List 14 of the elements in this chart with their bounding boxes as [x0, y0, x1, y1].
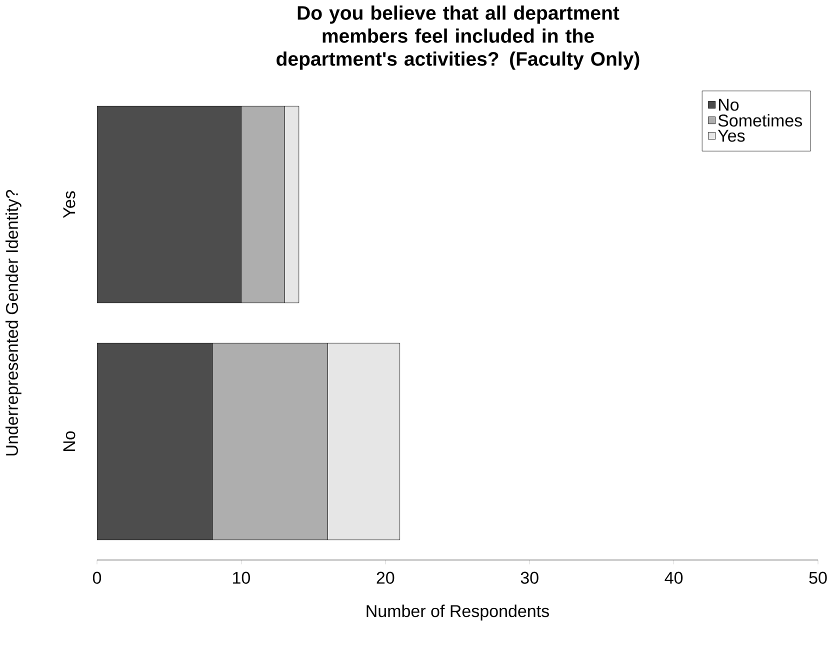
chart-title: Do you believe that all department members feel included in the department's activities? (Faculty Only): [276, 6, 640, 70]
x-axis-title: Number of Respondents: [366, 604, 549, 621]
legend-label: No: [718, 98, 739, 111]
bar: [97, 342, 213, 540]
x-tick-label: 30: [520, 572, 538, 584]
x-tick-label: 20: [376, 572, 394, 584]
x-tick-label: 40: [664, 572, 683, 584]
bar: [97, 106, 242, 304]
y-axis-title: Underrepresented Gender Identity?: [6, 190, 22, 456]
legend-label: Sometimes: [718, 114, 802, 127]
x-tick-label: 0: [92, 572, 102, 584]
x-tick-label: 50: [809, 572, 827, 584]
x-tick-label: 10: [233, 572, 250, 584]
legend-label: Yes: [718, 130, 745, 142]
